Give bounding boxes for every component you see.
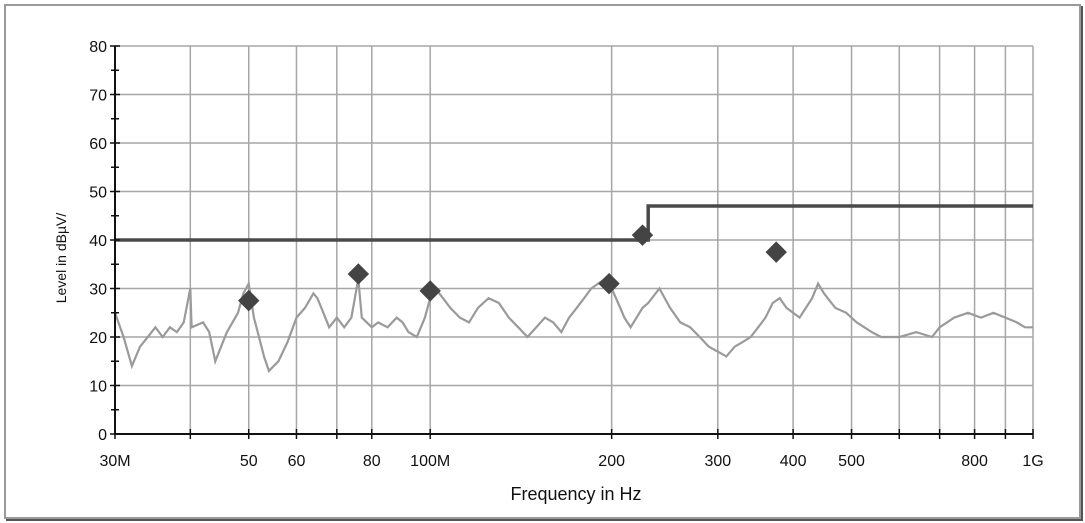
- peak-marker: [419, 280, 441, 302]
- x-tick-label: 200: [598, 453, 625, 470]
- markers-layer: [238, 224, 787, 312]
- y-tick-label: 50: [89, 185, 107, 202]
- y-tick-label: 40: [89, 233, 107, 250]
- y-tick-label: 10: [89, 379, 107, 396]
- peak-marker: [765, 241, 787, 263]
- peak-marker: [598, 272, 620, 295]
- measurement-trace: [113, 277, 1033, 373]
- x-tick-label: 100M: [410, 453, 450, 470]
- y-tick-label: 60: [89, 136, 107, 153]
- x-tick-label: 80: [363, 453, 381, 470]
- y-axis-label: Level in dBµV/: [53, 213, 69, 304]
- x-axis-label: Frequency in Hz: [510, 484, 641, 504]
- peak-marker: [238, 289, 260, 312]
- y-tick-label: 20: [89, 330, 107, 347]
- peak-marker: [347, 263, 370, 285]
- x-tick-label: 500: [838, 453, 865, 470]
- axes-layer: 0 10 20 30 40 50 60 70 80 30M 50 60 80 100M 200 300 400 5…: [89, 39, 1043, 470]
- x-tick-label: 800: [961, 453, 988, 470]
- y-tick-label: 80: [89, 39, 107, 56]
- x-tick-label: 60: [288, 453, 306, 470]
- x-tick-label: 50: [240, 453, 258, 470]
- x-tick-label: 1G: [1022, 453, 1043, 470]
- x-tick-label: 30M: [99, 453, 130, 470]
- peak-marker: [631, 224, 654, 246]
- x-tick-label: 400: [780, 453, 807, 470]
- limit-line: [115, 204, 1033, 242]
- y-tick-label: 30: [89, 282, 107, 299]
- y-tick-label: 0: [98, 427, 107, 444]
- x-tick-label: 300: [704, 453, 731, 470]
- y-tick-label: 70: [89, 88, 107, 105]
